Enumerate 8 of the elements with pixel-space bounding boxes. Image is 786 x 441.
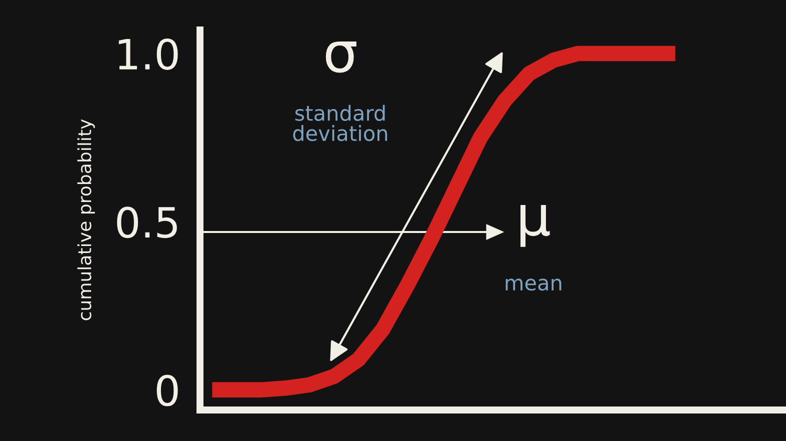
annotation: mean — [506, 278, 562, 291]
annotation: μ — [520, 204, 550, 247]
annotation: standard deviation — [293, 104, 388, 142]
y-axis-title: cumulative probability — [77, 119, 95, 320]
y-tick-label: 0 — [156, 374, 178, 406]
y-tick-label: 1.0 — [118, 38, 178, 70]
annotation: σ — [326, 42, 356, 73]
y-tick-label: 0.5 — [117, 206, 177, 238]
